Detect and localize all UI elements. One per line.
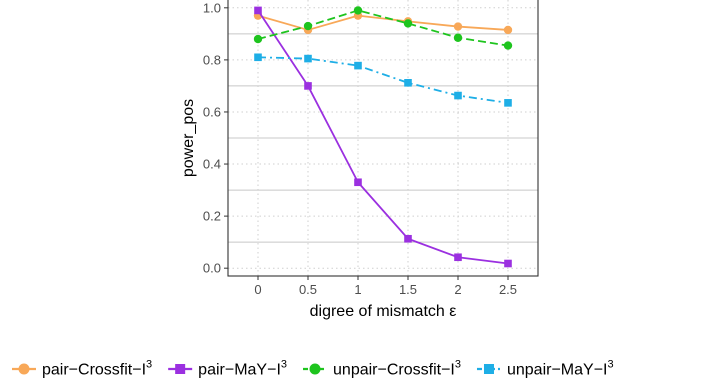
data-point xyxy=(403,19,413,28)
legend-key-marker xyxy=(483,364,494,374)
legend-label: unpair−MaY−I3 xyxy=(507,359,614,379)
y-axis: 0.0 0.2 0.4 0.6 0.8 1.0 xyxy=(203,0,228,276)
x-tick-label: 2.5 xyxy=(499,282,517,297)
data-point xyxy=(404,234,412,243)
series-3 xyxy=(253,6,513,50)
data-point xyxy=(404,79,412,87)
series-line xyxy=(257,56,509,104)
legend-label: unpair−Crossfit−I3 xyxy=(333,359,461,379)
series-4 xyxy=(254,53,512,107)
legend-label: pair−MaY−I3 xyxy=(198,359,287,379)
plot-panel xyxy=(227,0,539,277)
x-axis: 0 0.5 1 1.5 2 2.5 xyxy=(254,276,517,297)
x-tick-label: 2 xyxy=(454,282,461,297)
data-point xyxy=(254,53,262,62)
data-point xyxy=(453,33,463,42)
y-tick-label: 1.0 xyxy=(203,0,221,15)
data-point xyxy=(454,253,462,262)
series-2 xyxy=(254,6,512,268)
y-tick-label: 0.8 xyxy=(203,52,221,67)
legend-item-2: pair−MaY−I3 xyxy=(168,359,287,379)
y-tick-label: 0.6 xyxy=(203,104,221,119)
gridlines xyxy=(228,0,538,276)
data-point xyxy=(304,54,312,63)
y-tick-label: 0.4 xyxy=(203,157,221,172)
legend-item-3: unpair−Crossfit−I3 xyxy=(303,359,461,379)
panel-border xyxy=(227,0,539,277)
y-tick-label: 0.2 xyxy=(203,209,221,224)
x-tick-label: 1 xyxy=(354,282,361,297)
x-axis-title: digree of mismatch ε xyxy=(310,303,457,320)
data-point xyxy=(353,6,363,15)
y-tick-label: 0.0 xyxy=(203,261,221,276)
legend-item-4: unpair−MaY−I3 xyxy=(476,359,614,379)
legend-label: pair−Crossfit−I3 xyxy=(42,359,152,379)
x-tick-label: 0 xyxy=(254,282,261,297)
data-point xyxy=(253,34,263,44)
data-point xyxy=(254,6,262,15)
data-point xyxy=(304,82,312,90)
data-point xyxy=(453,22,463,31)
data-point xyxy=(503,41,513,50)
data-point xyxy=(504,259,512,268)
series-line xyxy=(257,9,509,265)
legend-key-marker xyxy=(309,363,321,375)
data-point xyxy=(354,178,362,187)
x-tick-label: 1.5 xyxy=(399,282,417,297)
legend-key-marker xyxy=(18,363,30,375)
data-point xyxy=(504,99,512,107)
data-point xyxy=(454,91,462,100)
y-axis-title: power_pos xyxy=(180,99,197,177)
data-point xyxy=(503,25,513,35)
x-tick-label: 0.5 xyxy=(299,282,317,297)
legend: pair−Crossfit−I3 pair−MaY−I3 unpair−Crossf… xyxy=(12,359,614,379)
data-point xyxy=(354,61,362,70)
series-line xyxy=(257,9,509,47)
legend-key-marker xyxy=(175,364,186,374)
data-point xyxy=(303,21,313,31)
legend-item-1: pair−Crossfit−I3 xyxy=(12,359,152,379)
series-layer xyxy=(253,6,513,268)
